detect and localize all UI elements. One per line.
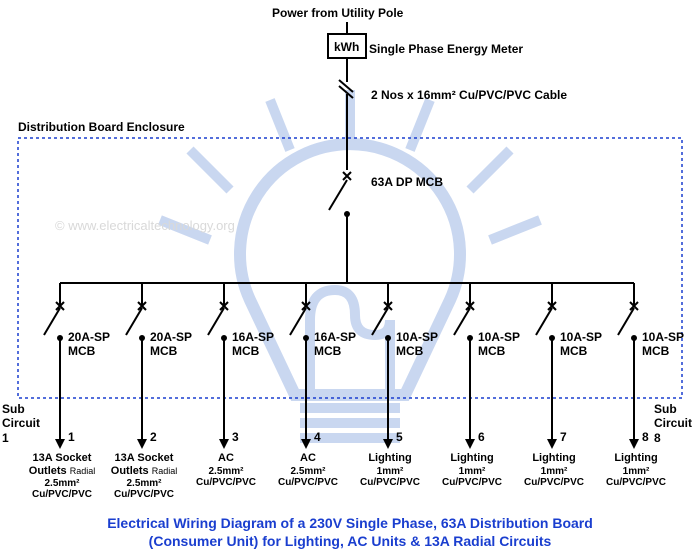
mcb-label: 16A-SP MCB (314, 330, 356, 359)
load-block: 13A SocketOutlets Radial2.5mm²Cu/PVC/PVC (22, 452, 102, 500)
power-source-label: Power from Utility Pole (272, 6, 403, 20)
sub-circuit-left: Sub Circuit 1 (2, 402, 40, 445)
svg-text:kWh: kWh (334, 40, 359, 54)
load-block: Lighting1mm²Cu/PVC/PVC (596, 452, 676, 488)
circuit-number: 2 (150, 430, 157, 444)
mcb-label: 10A-SP MCB (642, 330, 684, 359)
mcb-label: 16A-SP MCB (232, 330, 274, 359)
load-block: AC2.5mm²Cu/PVC/PVC (186, 452, 266, 488)
mcb-label: 20A-SP MCB (68, 330, 110, 359)
sub-circuit-right: Sub Circuit 8 (654, 402, 692, 445)
load-block: Lighting1mm²Cu/PVC/PVC (432, 452, 512, 488)
circuit-number: 3 (232, 430, 239, 444)
watermark-text: © www.electricaltechnology.org (55, 218, 235, 233)
circuit-number: 5 (396, 430, 403, 444)
circuit-number: 8 (642, 430, 649, 444)
incoming-cable-label: 2 Nos x 16mm² Cu/PVC/PVC Cable (371, 88, 567, 102)
circuit-number: 7 (560, 430, 567, 444)
circuit-number: 1 (68, 430, 75, 444)
mcb-label: 10A-SP MCB (478, 330, 520, 359)
load-block: Lighting1mm²Cu/PVC/PVC (350, 452, 430, 488)
circuit-number: 4 (314, 430, 321, 444)
load-block: Lighting1mm²Cu/PVC/PVC (514, 452, 594, 488)
enclosure-label: Distribution Board Enclosure (18, 120, 185, 134)
mcb-label: 10A-SP MCB (560, 330, 602, 359)
circuit-number: 6 (478, 430, 485, 444)
meter-label: Single Phase Energy Meter (369, 42, 523, 56)
mcb-label: 10A-SP MCB (396, 330, 438, 359)
caption: Electrical Wiring Diagram of a 230V Sing… (90, 514, 610, 550)
load-block: AC2.5mm²Cu/PVC/PVC (268, 452, 348, 488)
main-mcb-label: 63A DP MCB (371, 175, 443, 189)
load-block: 13A SocketOutlets Radial2.5mm²Cu/PVC/PVC (104, 452, 184, 500)
mcb-label: 20A-SP MCB (150, 330, 192, 359)
